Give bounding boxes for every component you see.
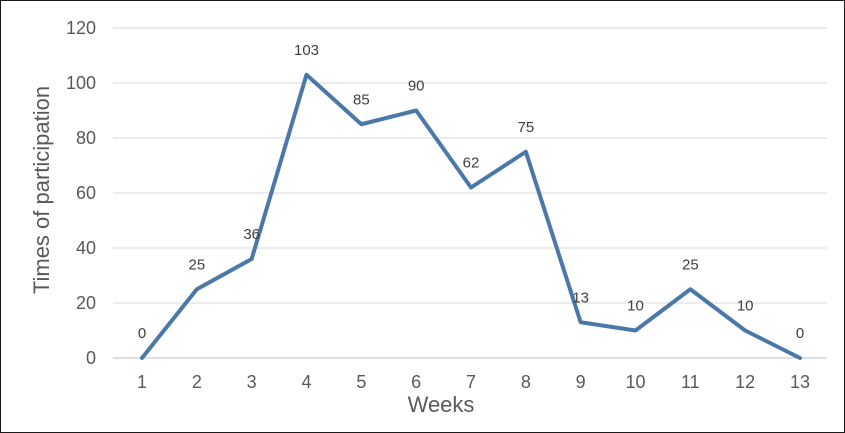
gridlines <box>113 27 827 359</box>
y-tick-label: 100 <box>66 73 96 93</box>
y-axis-title: Times of participation <box>29 86 54 294</box>
x-tick-label: 5 <box>356 372 366 392</box>
x-tick-label: 8 <box>521 372 531 392</box>
x-tick-label: 6 <box>411 372 421 392</box>
data-label: 90 <box>408 78 425 95</box>
data-label: 85 <box>353 91 370 108</box>
series-line <box>140 72 802 360</box>
x-tick-label: 10 <box>625 372 645 392</box>
data-label: 10 <box>627 298 644 315</box>
series <box>140 72 802 360</box>
x-axis-ticks: 1 2 3 4 5 6 7 8 9 10 11 12 13 <box>137 372 810 392</box>
data-label: 36 <box>243 226 260 243</box>
data-label: 0 <box>796 325 804 342</box>
data-label: 25 <box>682 256 699 273</box>
data-label: 10 <box>737 298 754 315</box>
x-tick-label: 11 <box>681 372 700 392</box>
y-tick-label: 40 <box>76 238 96 258</box>
data-label: 103 <box>294 42 319 59</box>
y-tick-label: 120 <box>66 18 96 38</box>
y-tick-label: 20 <box>76 293 96 313</box>
y-tick-label: 0 <box>86 348 96 368</box>
data-label: 75 <box>517 119 534 136</box>
y-tick-label: 60 <box>76 183 96 203</box>
x-tick-label: 12 <box>735 372 755 392</box>
data-label: 25 <box>188 256 205 273</box>
x-tick-label: 9 <box>576 372 586 392</box>
data-label: 13 <box>572 289 589 306</box>
x-tick-label: 13 <box>790 372 810 392</box>
x-tick-label: 1 <box>137 372 147 392</box>
y-axis-ticks: 0 20 40 60 80 100 120 <box>66 18 96 368</box>
x-tick-label: 4 <box>301 372 311 392</box>
x-axis-title: Weeks <box>408 392 475 417</box>
data-label: 0 <box>138 325 146 342</box>
data-label: 62 <box>463 155 480 172</box>
x-tick-label: 7 <box>466 372 476 392</box>
data-labels: 0 25 36 103 85 90 62 75 13 10 25 10 0 <box>138 42 804 342</box>
y-tick-label: 80 <box>76 128 96 148</box>
x-tick-label: 2 <box>192 372 202 392</box>
x-tick-label: 3 <box>247 372 257 392</box>
